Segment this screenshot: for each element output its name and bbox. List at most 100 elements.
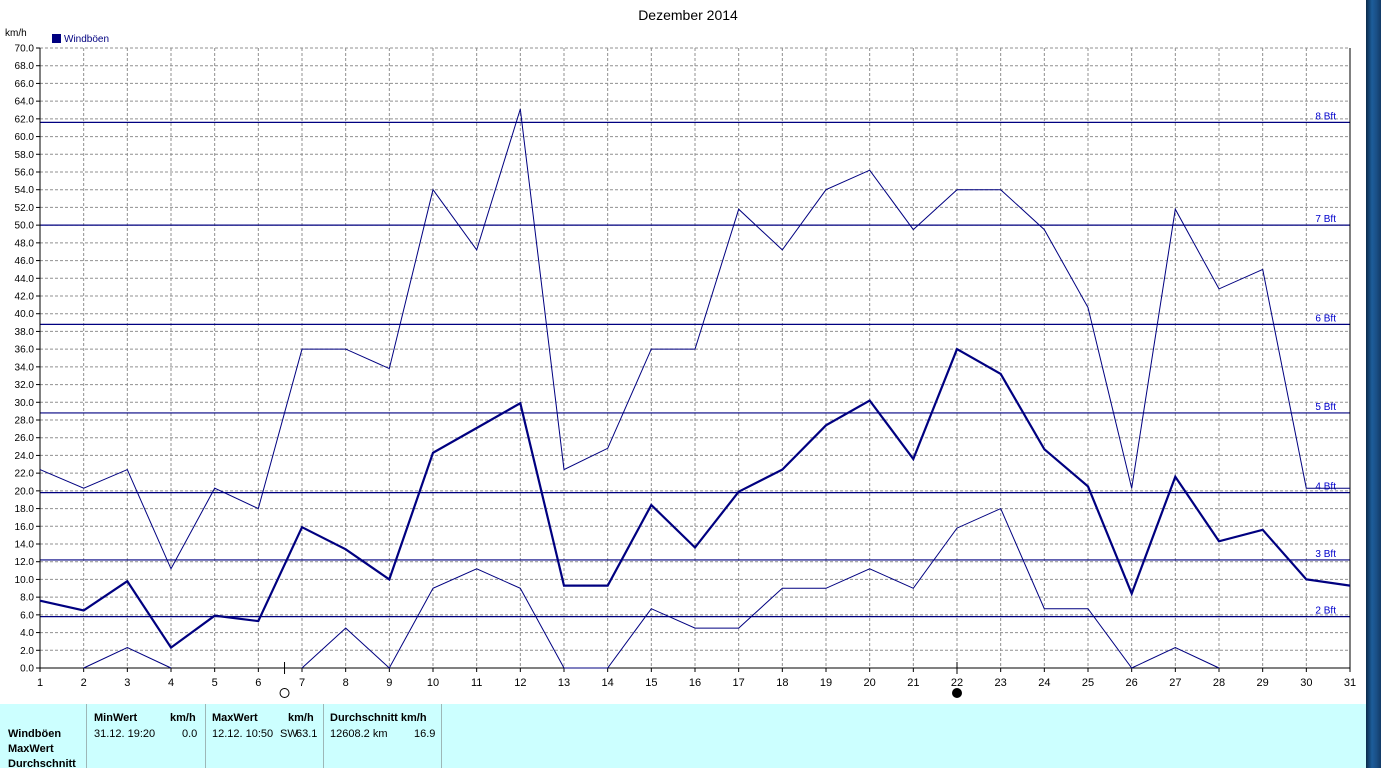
y-tick-label: 10.0 [15, 575, 35, 586]
y-tick-label: 22.0 [15, 469, 35, 480]
x-tick-label: 7 [299, 677, 305, 689]
footer-separator [323, 704, 324, 768]
max-datetime: 12.12. 10:50 [212, 728, 274, 740]
x-tick-label: 6 [255, 677, 261, 689]
y-tick-label: 30.0 [15, 398, 35, 409]
x-tick-label: 20 [864, 677, 876, 689]
beaufort-label: 7 Bft [1315, 214, 1336, 225]
max-unit: km/h [288, 712, 314, 724]
x-tick-label: 8 [343, 677, 349, 689]
beaufort-label: 5 Bft [1315, 402, 1336, 413]
max-header: MaxWert [212, 712, 258, 724]
y-tick-label: 62.0 [15, 114, 35, 125]
x-tick-label: 12 [514, 677, 526, 689]
beaufort-label: 3 Bft [1315, 549, 1336, 560]
row-label-durchschnitt: Durchschnitt [8, 758, 76, 770]
x-tick-label: 1 [37, 677, 43, 689]
x-tick-label: 31 [1344, 677, 1356, 689]
y-tick-label: 24.0 [15, 451, 35, 462]
y-tick-label: 18.0 [15, 504, 35, 515]
footer-separator [441, 704, 442, 768]
y-tick-label: 32.0 [15, 380, 35, 391]
window-edge [1366, 0, 1381, 768]
x-tick-label: 21 [907, 677, 919, 689]
beaufort-label: 8 Bft [1315, 111, 1336, 122]
x-tick-label: 27 [1169, 677, 1181, 689]
y-tick-label: 56.0 [15, 168, 35, 179]
y-tick-label: 6.0 [20, 610, 34, 621]
legend-swatch [52, 34, 61, 43]
x-tick-label: 16 [689, 677, 701, 689]
x-tick-label: 17 [733, 677, 745, 689]
x-tick-label: 9 [386, 677, 392, 689]
row-label-maxwert: MaxWert [8, 743, 54, 755]
y-tick-label: 12.0 [15, 557, 35, 568]
avg-distance: 12608.2 km [330, 728, 388, 740]
series-line-avg [39, 347, 1351, 650]
series-line-min [301, 507, 1220, 669]
x-tick-label: 26 [1126, 677, 1138, 689]
y-tick-label: 8.0 [20, 593, 34, 604]
x-tick-label: 28 [1213, 677, 1225, 689]
row-label-windboeen: Windböen [8, 728, 62, 740]
max-value: 63.1 [296, 728, 318, 740]
y-tick-label: 4.0 [20, 628, 34, 639]
y-tick-label: 48.0 [15, 238, 35, 249]
y-tick-label: 46.0 [15, 256, 35, 267]
x-tick-label: 15 [645, 677, 657, 689]
statistics-footer: Windböen MaxWert Durchschnitt MinWert km… [0, 704, 1366, 770]
avg-value: 16.9 [414, 728, 436, 740]
x-tick-label: 25 [1082, 677, 1094, 689]
y-tick-label: 42.0 [15, 292, 35, 303]
x-tick-label: 4 [168, 677, 174, 689]
new-moon-icon [952, 688, 962, 698]
y-tick-label: 40.0 [15, 309, 35, 320]
x-tick-label: 2 [81, 677, 87, 689]
y-tick-label: 58.0 [15, 150, 35, 161]
y-tick-label: 52.0 [15, 203, 35, 214]
legend-label: Windböen [64, 34, 109, 45]
x-tick-label: 13 [558, 677, 570, 689]
y-tick-label: 44.0 [15, 274, 35, 285]
y-tick-label: 14.0 [15, 540, 35, 551]
y-axis-unit-label: km/h [5, 28, 27, 39]
y-tick-label: 34.0 [15, 362, 35, 373]
footer-separator [205, 704, 206, 768]
y-tick-label: 36.0 [15, 345, 35, 356]
x-tick-label: 14 [602, 677, 614, 689]
series-line-min [83, 647, 172, 669]
beaufort-label: 2 Bft [1315, 606, 1336, 617]
max-direction: SW [280, 728, 298, 740]
y-tick-label: 26.0 [15, 433, 35, 444]
y-tick-label: 28.0 [15, 416, 35, 427]
beaufort-label: 6 Bft [1315, 313, 1336, 324]
y-tick-label: 2.0 [20, 646, 34, 657]
min-unit: km/h [170, 712, 196, 724]
footer-separator [86, 704, 87, 768]
y-tick-label: 66.0 [15, 79, 35, 90]
chart-title: Dezember 2014 [638, 7, 738, 23]
x-tick-label: 29 [1257, 677, 1269, 689]
beaufort-label: 4 Bft [1315, 482, 1336, 493]
y-tick-label: 68.0 [15, 61, 35, 72]
y-tick-label: 38.0 [15, 327, 35, 338]
y-tick-label: 16.0 [15, 522, 35, 533]
x-tick-label: 3 [124, 677, 130, 689]
y-tick-label: 20.0 [15, 486, 35, 497]
x-tick-label: 5 [212, 677, 218, 689]
x-tick-label: 19 [820, 677, 832, 689]
y-tick-label: 64.0 [15, 97, 35, 108]
x-tick-label: 11 [471, 677, 482, 689]
x-tick-label: 10 [427, 677, 439, 689]
x-tick-label: 23 [995, 677, 1007, 689]
series-line-max [39, 108, 1350, 570]
y-tick-label: 0.0 [20, 664, 34, 675]
x-tick-label: 24 [1038, 677, 1050, 689]
y-tick-label: 50.0 [15, 221, 35, 232]
y-tick-label: 60.0 [15, 132, 35, 143]
wind-chart: Dezember 2014 km/h Windböen 2 Bft 3 Bft 4 … [5, 7, 1356, 698]
min-value: 0.0 [182, 728, 198, 740]
x-tick-label: 22 [951, 677, 963, 689]
full-moon-icon [279, 688, 290, 698]
min-header: MinWert [94, 712, 138, 724]
